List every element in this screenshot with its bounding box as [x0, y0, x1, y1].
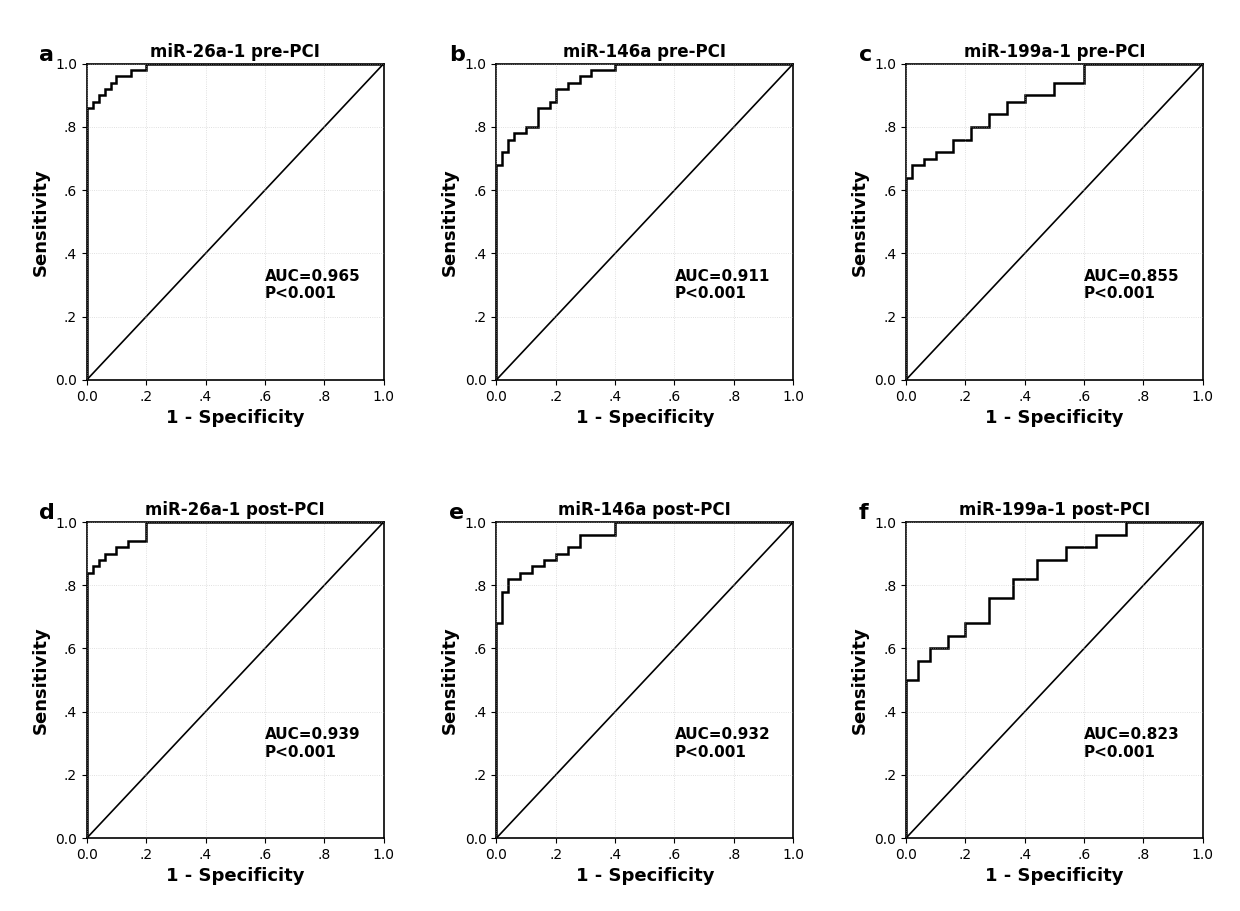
Title: miR-26a-1 pre-PCI: miR-26a-1 pre-PCI	[150, 43, 320, 61]
X-axis label: 1 - Specificity: 1 - Specificity	[985, 867, 1123, 885]
Text: b: b	[449, 45, 465, 65]
X-axis label: 1 - Specificity: 1 - Specificity	[166, 867, 305, 885]
Text: AUC=0.911
P<0.001: AUC=0.911 P<0.001	[675, 269, 770, 302]
Text: a: a	[40, 45, 55, 65]
Title: miR-26a-1 post-PCI: miR-26a-1 post-PCI	[145, 501, 325, 519]
X-axis label: 1 - Specificity: 1 - Specificity	[166, 409, 305, 427]
Title: miR-146a post-PCI: miR-146a post-PCI	[558, 501, 732, 519]
X-axis label: 1 - Specificity: 1 - Specificity	[575, 409, 714, 427]
Y-axis label: Sensitivity: Sensitivity	[441, 626, 459, 734]
Text: AUC=0.855
P<0.001: AUC=0.855 P<0.001	[1084, 269, 1179, 302]
Y-axis label: Sensitivity: Sensitivity	[31, 626, 50, 734]
Y-axis label: Sensitivity: Sensitivity	[31, 168, 50, 276]
Text: f: f	[858, 503, 868, 523]
Title: miR-199a-1 post-PCI: miR-199a-1 post-PCI	[959, 501, 1149, 519]
Text: e: e	[449, 503, 464, 523]
Text: AUC=0.939
P<0.001: AUC=0.939 P<0.001	[265, 727, 361, 760]
Text: AUC=0.965
P<0.001: AUC=0.965 P<0.001	[265, 269, 361, 302]
X-axis label: 1 - Specificity: 1 - Specificity	[575, 867, 714, 885]
Text: c: c	[858, 45, 872, 65]
Text: AUC=0.932
P<0.001: AUC=0.932 P<0.001	[675, 727, 770, 760]
Y-axis label: Sensitivity: Sensitivity	[441, 168, 459, 276]
Y-axis label: Sensitivity: Sensitivity	[851, 168, 869, 276]
Text: AUC=0.823
P<0.001: AUC=0.823 P<0.001	[1084, 727, 1179, 760]
Title: miR-146a pre-PCI: miR-146a pre-PCI	[563, 43, 727, 61]
Text: d: d	[40, 503, 56, 523]
Y-axis label: Sensitivity: Sensitivity	[851, 626, 869, 734]
X-axis label: 1 - Specificity: 1 - Specificity	[985, 409, 1123, 427]
Title: miR-199a-1 pre-PCI: miR-199a-1 pre-PCI	[963, 43, 1146, 61]
